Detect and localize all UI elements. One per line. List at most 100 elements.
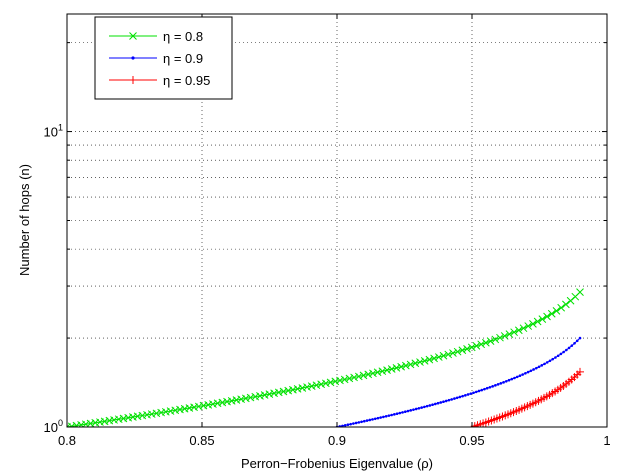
data-point (412, 408, 415, 411)
data-point (491, 335, 500, 344)
data-point (147, 410, 156, 418)
data-point (488, 385, 492, 389)
data-point (433, 402, 437, 406)
data-point (532, 368, 535, 371)
data-point (67, 422, 76, 427)
x-tick-label: 0.8 (58, 433, 76, 448)
data-point (166, 407, 175, 415)
data-point (458, 395, 462, 399)
data-point (439, 351, 448, 360)
data-point (190, 403, 198, 412)
data-point (486, 337, 495, 345)
data-point (373, 368, 382, 377)
tick-labels: 0.8 0.85 0.9 0.95 1 100 101 (44, 123, 611, 448)
data-point (152, 409, 161, 418)
data-point (406, 360, 415, 369)
data-point (420, 356, 429, 365)
data-point (336, 376, 344, 385)
series-line (67, 291, 581, 427)
data-point (467, 343, 476, 352)
data-point (420, 406, 423, 409)
legend-marker (131, 56, 135, 60)
data-point (382, 415, 385, 419)
data-point (472, 391, 475, 395)
data-point (430, 354, 438, 363)
data-point (482, 338, 490, 347)
legend-box (94, 16, 233, 100)
data-point (477, 389, 481, 393)
data-point (483, 387, 486, 391)
data-point (171, 406, 180, 415)
y-tick-label: 100 (44, 418, 63, 435)
data-point (260, 391, 269, 399)
data-point (223, 397, 231, 406)
data-point (293, 385, 302, 393)
data-point (406, 409, 410, 413)
data-point (556, 354, 560, 358)
data-point (365, 419, 369, 422)
data-point (537, 365, 541, 369)
data-point (447, 398, 451, 402)
data-point (463, 344, 471, 353)
data-point (414, 407, 418, 411)
data-point (428, 404, 432, 407)
data-point (409, 409, 413, 412)
data-point (354, 372, 363, 381)
data-point (450, 398, 453, 401)
data-point (402, 361, 410, 370)
data-point (354, 421, 358, 425)
data-point (449, 349, 457, 357)
data-point (529, 369, 533, 373)
x-tick-label: 1 (603, 433, 610, 448)
data-point (524, 322, 533, 330)
data-point (567, 346, 571, 350)
data-point (343, 423, 347, 427)
data-point (573, 342, 576, 345)
data-point (578, 336, 582, 340)
data-point (545, 361, 549, 364)
data-point (357, 421, 361, 424)
data-point (411, 359, 420, 368)
data-point (312, 381, 321, 390)
data-point (395, 412, 399, 415)
data-point (256, 392, 264, 400)
data-point (331, 377, 340, 386)
data-point (241, 394, 250, 403)
data-point (538, 315, 547, 323)
data-point (397, 362, 406, 371)
data-point (543, 362, 546, 366)
data-point (576, 367, 584, 376)
data-point (373, 417, 377, 421)
data-point (502, 381, 505, 384)
data-point (562, 300, 570, 309)
legend-label: η = 0.9 (163, 51, 203, 66)
data-point (340, 375, 349, 384)
x-tick-label: 0.9 (328, 433, 346, 448)
data-point (529, 319, 537, 328)
data-point (466, 393, 470, 396)
data-point (363, 419, 366, 423)
data-point (384, 414, 388, 418)
data-point (403, 410, 407, 414)
data-point (485, 386, 489, 390)
series-layer (67, 288, 584, 427)
data-point (379, 416, 382, 419)
data-point (284, 386, 293, 395)
data-point (434, 353, 443, 361)
data-point (194, 402, 203, 411)
data-point (515, 375, 519, 379)
data-point (371, 418, 374, 421)
data-point (423, 405, 426, 409)
data-point (341, 424, 344, 427)
data-point (442, 400, 445, 404)
data-point (453, 397, 456, 400)
data-point (510, 328, 518, 337)
data-point (298, 384, 307, 392)
data-point (514, 326, 523, 335)
data-point (519, 324, 528, 333)
data-point (349, 422, 352, 426)
data-point (565, 348, 568, 352)
data-point (376, 416, 380, 420)
data-point (232, 396, 241, 404)
